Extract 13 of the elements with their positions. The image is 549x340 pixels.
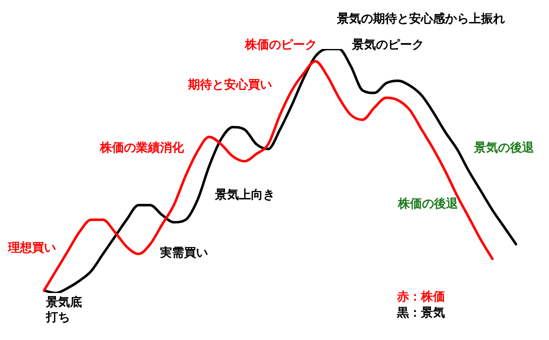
text: 黒：景気 <box>397 306 445 320</box>
annotation: 実需買い <box>160 246 208 260</box>
text: 景気底打ち <box>46 295 83 325</box>
annotation: 期待と安心買い <box>188 78 272 92</box>
annotation: 赤：株価 <box>397 290 445 304</box>
annotation: 株価のピーク <box>245 38 317 52</box>
annotation: 株価の業績消化 <box>100 140 184 156</box>
annotation: 景気のピーク <box>352 38 424 52</box>
text: 景気の期待と安心感から上振れ <box>337 12 505 26</box>
annotation: 景気の後退 <box>474 140 534 156</box>
annotation: 理想買い <box>8 240 56 256</box>
annotation: 株価の後退 <box>398 196 458 212</box>
annotation: 景気上向き <box>215 188 275 202</box>
